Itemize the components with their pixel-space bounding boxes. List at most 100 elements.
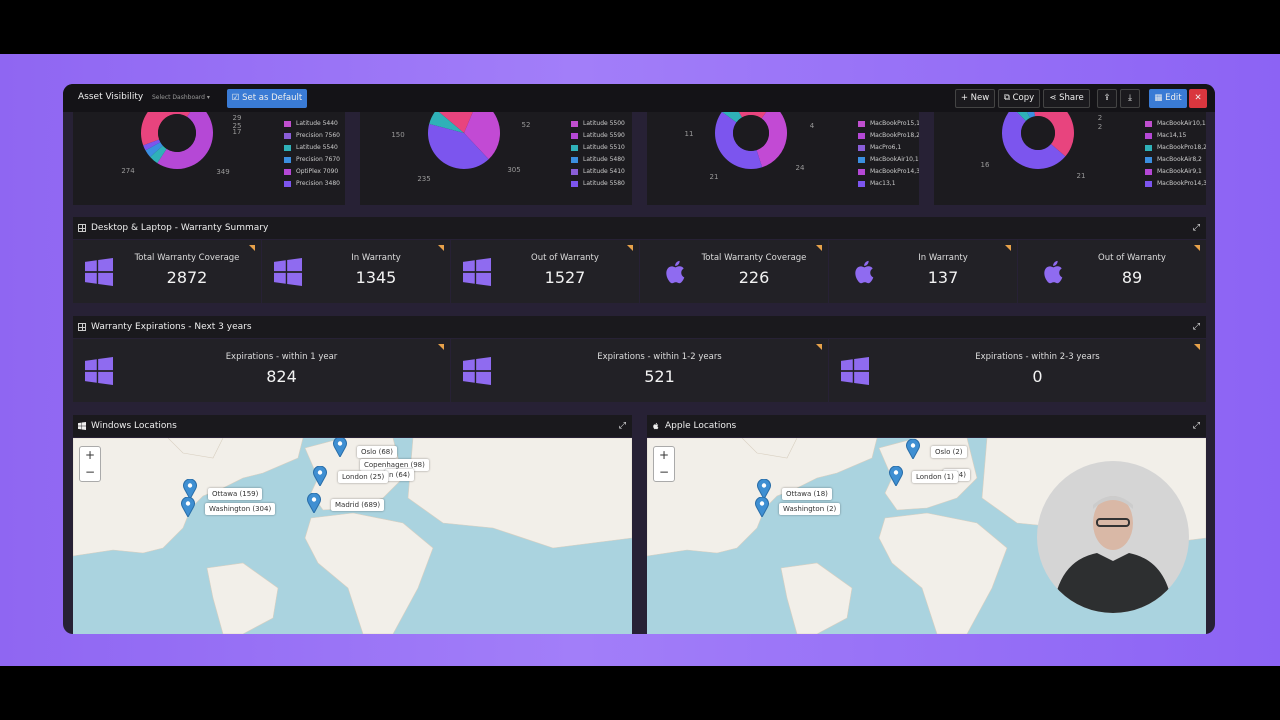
copy-button[interactable]: ⧉ Copy	[998, 89, 1040, 108]
land	[73, 438, 632, 634]
legend-item: MacBookAir8,2	[1145, 156, 1202, 163]
stat-label: Out of Warranty	[531, 253, 599, 263]
legend-swatch	[1145, 168, 1152, 175]
pin-shape	[889, 466, 903, 486]
stat-value: 1345	[355, 268, 397, 287]
legend-label: Precision 7670	[296, 156, 340, 163]
marker-label: Oslo (68)	[357, 446, 397, 458]
slice-label: 25	[232, 122, 242, 130]
section-header: Apple Locations ⤢	[647, 415, 1206, 437]
donut-slice	[428, 123, 489, 169]
legend-label: MacBookPro18,2	[1157, 144, 1206, 151]
legend-label: Precision 7560	[296, 132, 340, 139]
pin-dot	[187, 483, 193, 488]
map-pin	[313, 466, 327, 486]
edit-button[interactable]: ▦ Edit	[1149, 89, 1187, 108]
stat-label: Expirations - within 2-3 years	[975, 352, 1100, 362]
icon-shape	[1044, 260, 1063, 284]
zoom-control[interactable]: + −	[653, 446, 675, 482]
map: + − Oslo (68) Copenhagen (98) n (64) London (…	[73, 438, 632, 634]
slice-label: 2	[1097, 114, 1103, 122]
pin-shape	[183, 479, 197, 499]
map-pin	[755, 497, 769, 517]
slice-label: 16	[980, 161, 990, 169]
toolbar: Asset Visibility Select Dashboard ▾ ☑ Se…	[63, 84, 1215, 112]
stat-value: 2872	[166, 268, 208, 287]
slice-label: 24	[795, 164, 805, 172]
icon-shape	[666, 260, 685, 284]
slice-label: 150	[391, 131, 405, 139]
pin-dot	[185, 501, 191, 506]
close-button[interactable]: ✕	[1189, 89, 1207, 108]
legend-label: MacBookAir8,2	[1157, 156, 1202, 163]
set-default-button[interactable]: ☑ Set as Default	[227, 89, 307, 108]
stat-value: 89	[1121, 268, 1143, 287]
stat-label: Expirations - within 1 year	[225, 352, 338, 362]
download-button[interactable]: ⤓	[1120, 89, 1140, 108]
slice-label: 21	[1076, 172, 1086, 180]
legend-item: Latitude 5540	[284, 144, 338, 151]
stat-label: In Warranty	[918, 253, 968, 263]
icon-shape	[274, 258, 302, 286]
slice-label: 274	[121, 167, 135, 175]
legend-swatch	[1145, 156, 1152, 163]
donut-slice	[143, 139, 161, 151]
legend-label: Precision 3480	[296, 180, 340, 187]
map-title: Apple Locations	[665, 421, 737, 431]
zoom-control[interactable]: + −	[79, 446, 101, 482]
stat-label: Total Warranty Coverage	[701, 253, 807, 263]
icon-apple	[855, 260, 874, 284]
icon-shape	[653, 422, 659, 430]
legend-label: MacBookPro15,1	[870, 120, 919, 127]
legend-label: OptiPlex 7090	[296, 168, 339, 175]
icon-windows	[274, 258, 302, 286]
pin-dot	[311, 497, 317, 502]
legend-swatch	[1145, 132, 1152, 139]
legend-item: MacBookPro18,2	[1145, 144, 1206, 151]
donut-slice	[464, 112, 500, 160]
legend-label: MacPro6,1	[870, 144, 902, 151]
pin-shape	[181, 497, 195, 517]
slice-label: 17	[232, 128, 242, 136]
share-button[interactable]: ⋖ Share	[1043, 89, 1090, 108]
marker-label: Ottawa (18)	[782, 488, 832, 500]
chart-panel: 16 21 2 2 MacBookAir10,1 Mac14,15 MacBookPro18…	[934, 112, 1206, 205]
new-button[interactable]: + New	[955, 89, 995, 108]
legend-item: Latitude 5480	[571, 156, 625, 163]
card-flag	[816, 344, 822, 350]
stat-value: 521	[644, 367, 675, 386]
pin-shape	[307, 493, 321, 513]
legend-label: Latitude 5580	[583, 180, 625, 187]
pin-dot	[317, 470, 323, 475]
icon-windows	[463, 357, 491, 385]
card-flag	[1194, 245, 1200, 251]
button-label: Edit	[1165, 93, 1182, 103]
card-flag	[1194, 344, 1200, 350]
pin-dot	[910, 443, 916, 448]
map-pin	[307, 493, 321, 513]
donut-chart	[1002, 112, 1074, 169]
card-flag	[816, 245, 822, 251]
legend-swatch	[571, 120, 578, 127]
legend-label: Latitude 5540	[296, 144, 338, 151]
legend-item: MacBookAir10,1	[858, 156, 919, 163]
stat-card: Total Warranty Coverage 226	[640, 240, 828, 303]
button-label: New	[970, 93, 990, 103]
map-pin	[333, 438, 347, 457]
legend-swatch	[858, 156, 865, 163]
legend-item: Latitude 5510	[571, 144, 625, 151]
legend-label: MacBookAir10,1	[1157, 120, 1206, 127]
icon-windows	[841, 357, 869, 385]
icon-windows	[85, 357, 113, 385]
legend-label: Mac13,1	[870, 180, 896, 187]
chart-panel: 274 349 29 25 17 Latitude 5440 Precision 7560 L…	[73, 112, 345, 205]
stat-value: 137	[927, 268, 959, 287]
legend-label: MacBookPro14,3	[870, 168, 919, 175]
pin-shape	[906, 439, 920, 459]
marker-label: Copenhagen (98)	[360, 459, 429, 471]
slice-label: 235	[417, 175, 431, 183]
donut-slice	[145, 142, 163, 157]
donut-slice	[1016, 112, 1031, 122]
dashboard-select[interactable]: Select Dashboard ▾	[152, 94, 210, 101]
upload-button[interactable]: ⇪	[1097, 89, 1117, 108]
